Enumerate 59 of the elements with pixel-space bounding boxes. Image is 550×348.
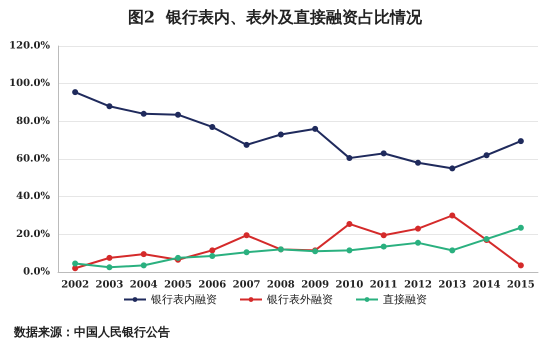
x-tick-label: 2008 bbox=[266, 280, 295, 290]
y-tick-label: 120.0% bbox=[9, 40, 50, 52]
x-tick-label: 2012 bbox=[404, 280, 432, 290]
point bbox=[380, 150, 387, 156]
point bbox=[244, 249, 250, 256]
point bbox=[106, 264, 112, 270]
point bbox=[209, 252, 216, 259]
point bbox=[140, 262, 147, 268]
x-tick-label: 2015 bbox=[506, 280, 535, 290]
x-tick-label: 2014 bbox=[472, 280, 501, 290]
x-tick-label: 2004 bbox=[130, 280, 158, 290]
point bbox=[175, 112, 181, 118]
y-tick-label: 60.0% bbox=[16, 154, 50, 164]
y-tick-label: 20.0% bbox=[16, 228, 50, 240]
x-tick-label: 2011 bbox=[370, 280, 398, 290]
point bbox=[140, 251, 147, 258]
point bbox=[518, 138, 524, 144]
point bbox=[312, 126, 318, 132]
x-tick-label: 2009 bbox=[301, 280, 330, 290]
y-tick-label: 80.0% bbox=[16, 116, 50, 127]
point bbox=[346, 155, 352, 162]
source-note: 数据来源：中国人民银行公告 bbox=[13, 325, 170, 339]
x-tick-label: 2006 bbox=[198, 280, 226, 290]
x-tick-label: 2013 bbox=[438, 280, 466, 290]
point bbox=[244, 142, 250, 148]
legend-label: 直接融资 bbox=[383, 293, 427, 306]
point bbox=[380, 244, 387, 250]
point bbox=[380, 232, 387, 238]
point bbox=[484, 152, 490, 158]
y-tick-label: 100.0% bbox=[9, 78, 50, 90]
x-tick-label: 2003 bbox=[96, 280, 124, 290]
point bbox=[140, 110, 147, 117]
point bbox=[415, 160, 421, 166]
y-tick-label: 0.0% bbox=[23, 266, 50, 278]
point bbox=[72, 260, 78, 267]
chart-title: 图2 银行表内、表外及直接融资占比情况 bbox=[128, 8, 424, 26]
y-tick-label: 40.0% bbox=[16, 191, 50, 202]
point bbox=[346, 220, 352, 227]
point bbox=[415, 226, 421, 232]
point bbox=[278, 132, 284, 138]
point bbox=[449, 247, 456, 254]
point bbox=[209, 124, 216, 130]
point bbox=[449, 212, 456, 218]
point bbox=[106, 254, 112, 261]
legend-label: 银行表外融资 bbox=[266, 293, 333, 306]
point bbox=[449, 165, 456, 172]
x-tick-label: 2002 bbox=[61, 280, 90, 290]
point bbox=[209, 247, 216, 254]
legend-label: 银行表内融资 bbox=[150, 293, 217, 306]
point bbox=[518, 262, 524, 268]
point bbox=[415, 240, 421, 246]
x-tick-label: 2007 bbox=[232, 280, 261, 290]
x-tick-label: 2005 bbox=[164, 280, 192, 290]
point bbox=[346, 247, 352, 254]
x-tick-label: 2010 bbox=[336, 280, 364, 290]
point bbox=[72, 89, 78, 96]
point bbox=[244, 232, 250, 238]
point bbox=[518, 224, 524, 231]
point bbox=[106, 103, 112, 110]
